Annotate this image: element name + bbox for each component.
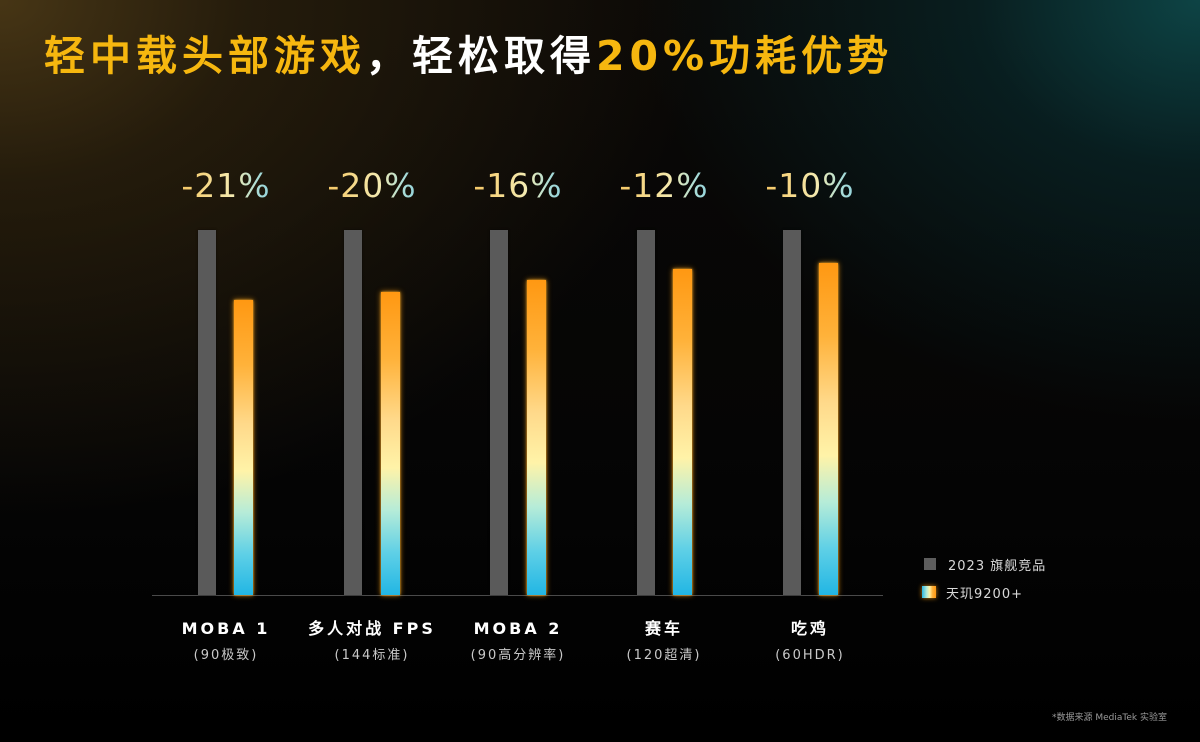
bar-group-fps: -20% 多人对战 FPS (144标准) xyxy=(299,0,445,742)
legend-label: 天玑9200+ xyxy=(946,586,1023,602)
competitor-bar xyxy=(198,230,216,595)
reduction-label: -16% xyxy=(445,166,591,206)
legend-item-dimensity: 天玑9200+ xyxy=(922,578,1046,606)
legend-item-competitor: 2023 旗舰竞品 xyxy=(922,550,1046,578)
category-label: MOBA 2 xyxy=(473,619,563,638)
category-label: MOBA 1 xyxy=(181,619,271,638)
competitor-bar xyxy=(344,230,362,595)
dimensity-bar xyxy=(819,263,838,595)
title-segment-yellow-1: 轻中载头部游戏 xyxy=(44,32,366,80)
dimensity-bar xyxy=(381,292,400,595)
dimensity-bar xyxy=(527,280,546,595)
reduction-label: -10% xyxy=(737,166,883,206)
category-label: 赛车 xyxy=(644,619,683,638)
slide-title: 轻中载头部游戏，轻松取得20%功耗优势 xyxy=(44,30,893,82)
category-sublabel: (90极致) xyxy=(193,648,259,663)
legend-swatch-gradient-icon xyxy=(922,586,936,598)
chart-legend: 2023 旗舰竞品 天玑9200+ xyxy=(922,550,1046,606)
bar-group-pubg: -10% 吃鸡 (60HDR) xyxy=(737,0,883,742)
category-sublabel: (120超清) xyxy=(626,648,702,663)
bar-group-racing: -12% 赛车 (120超清) xyxy=(591,0,737,742)
category-label: 多人对战 FPS xyxy=(308,619,436,638)
category-label: 吃鸡 xyxy=(790,619,829,638)
reduction-label: -12% xyxy=(591,166,737,206)
legend-label: 2023 旗舰竞品 xyxy=(948,558,1047,574)
title-segment-yellow-2: 20%功耗优势 xyxy=(596,32,894,80)
competitor-bar xyxy=(490,230,508,595)
dimensity-bar xyxy=(673,269,692,595)
bar-group-moba1: -21% MOBA 1 (90极致) xyxy=(153,0,299,742)
data-source-footnote: *数据来源 MediaTek 实验室 xyxy=(1052,713,1167,723)
reduction-label: -20% xyxy=(299,166,445,206)
category-sublabel: (60HDR) xyxy=(775,648,845,663)
competitor-bar xyxy=(637,230,655,595)
dimensity-bar xyxy=(234,300,253,595)
competitor-bar xyxy=(783,230,801,595)
legend-swatch-gray-icon xyxy=(924,558,936,570)
category-sublabel: (90高分辨率) xyxy=(470,648,566,663)
reduction-label: -21% xyxy=(153,166,299,206)
title-segment-white: ，轻松取得 xyxy=(366,32,596,80)
category-sublabel: (144标准) xyxy=(334,648,410,663)
bar-group-moba2: -16% MOBA 2 (90高分辨率) xyxy=(445,0,591,742)
x-axis-baseline xyxy=(152,595,883,596)
